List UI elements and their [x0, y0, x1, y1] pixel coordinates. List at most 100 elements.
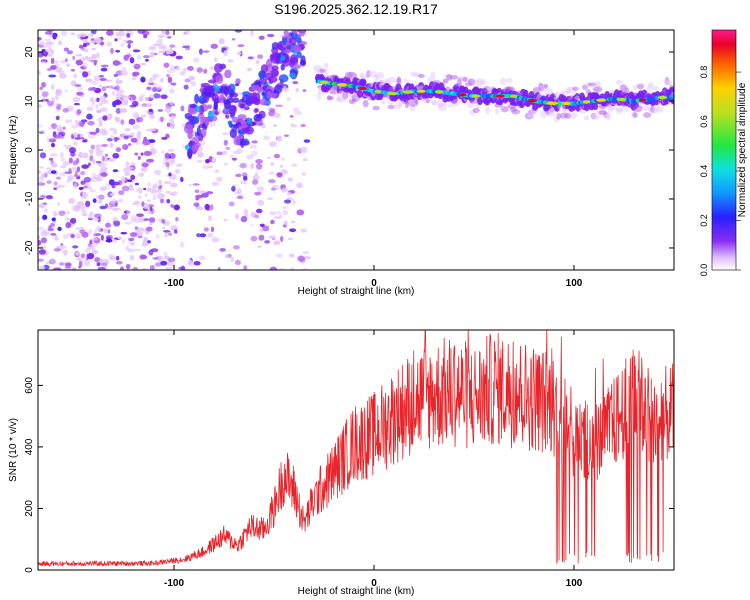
noise-speck	[143, 34, 148, 39]
noise-speck	[210, 226, 215, 233]
noise-speck	[72, 96, 81, 103]
noise-speck	[53, 134, 61, 139]
trace-blob	[290, 30, 300, 34]
noise-speck	[140, 62, 147, 66]
trace-blob	[266, 90, 272, 100]
colorbar-gradient	[711, 29, 737, 271]
carrier-halo	[655, 106, 664, 113]
noise-speck	[140, 168, 146, 172]
noise-speck	[205, 159, 210, 164]
noise-speck	[166, 198, 171, 204]
noise-speck	[92, 159, 96, 165]
noise-speck	[236, 195, 244, 200]
noise-speck	[72, 141, 78, 146]
noise-speck	[115, 32, 123, 37]
noise-speck	[73, 102, 80, 106]
noise-speck	[129, 241, 136, 246]
snr-series-line	[38, 330, 674, 567]
noise-speck	[117, 236, 123, 240]
noise-speck	[123, 99, 129, 105]
noise-speck	[44, 231, 50, 236]
noise-speck	[64, 171, 72, 175]
noise-speck	[70, 68, 75, 72]
noise-speck	[129, 57, 135, 64]
noise-speck	[218, 38, 225, 45]
noise-speck	[134, 227, 141, 233]
noise-speck	[148, 45, 157, 51]
noise-speck	[96, 262, 101, 267]
noise-speck	[81, 209, 87, 214]
trace-blob	[247, 117, 252, 125]
noise-speck	[45, 195, 54, 200]
noise-speck	[149, 77, 154, 84]
noise-speck	[58, 40, 62, 46]
carrier-halo	[615, 106, 625, 112]
noise-speck	[164, 107, 172, 113]
x-tick-label: 0	[371, 578, 377, 589]
noise-speck	[152, 184, 158, 189]
noise-speck	[104, 183, 111, 190]
noise-speck	[166, 74, 170, 78]
carrier-halo	[359, 74, 369, 80]
carrier-band	[583, 103, 590, 112]
noise-speck	[247, 56, 254, 60]
noise-speck	[160, 77, 164, 83]
noise-speck	[184, 30, 190, 35]
noise-speck	[214, 169, 220, 173]
carrier-halo	[500, 106, 509, 113]
snr-x-ticks: -100 0 100	[164, 330, 583, 589]
noise-speck	[129, 232, 138, 237]
noise-speck	[190, 80, 197, 87]
noise-speck	[295, 88, 299, 93]
noise-speck	[100, 166, 108, 173]
noise-speck	[63, 47, 69, 52]
noise-speck	[79, 206, 85, 211]
noise-speck	[108, 158, 115, 162]
trace-blob	[194, 93, 200, 104]
noise-speck	[180, 105, 185, 112]
noise-speck	[170, 82, 177, 86]
noise-speck	[136, 213, 144, 217]
noise-speck	[257, 54, 264, 59]
trace-blob	[214, 110, 219, 116]
carrier-band	[360, 78, 367, 87]
noise-speck	[112, 169, 119, 173]
trace-blob	[268, 76, 278, 83]
noise-speck	[90, 30, 97, 35]
noise-speck	[166, 36, 172, 39]
noise-speck	[143, 236, 148, 243]
noise-speck	[287, 237, 293, 241]
noise-speck	[55, 176, 62, 180]
noise-speck	[66, 50, 74, 55]
noise-speck	[108, 253, 115, 258]
noise-speck	[270, 162, 275, 167]
noise-speck	[303, 139, 311, 143]
noise-speck	[231, 157, 237, 161]
carrier-halo	[506, 77, 513, 83]
noise-speck	[101, 144, 109, 147]
noise-speck	[124, 128, 132, 131]
noise-speck	[122, 144, 129, 151]
noise-speck	[38, 36, 42, 41]
carrier-peak	[459, 93, 467, 97]
noise-speck	[52, 34, 57, 40]
noise-speck	[207, 165, 213, 169]
noise-speck	[136, 116, 144, 123]
noise-speck	[90, 176, 98, 183]
noise-speck	[141, 103, 148, 107]
noise-speck	[273, 153, 281, 159]
noise-speck	[129, 132, 135, 137]
noise-speck	[250, 235, 258, 242]
noise-speck	[89, 239, 93, 246]
noise-speck	[125, 161, 130, 168]
trace-blob	[289, 36, 297, 46]
noise-speck	[281, 206, 288, 209]
carrier-halo	[647, 82, 654, 88]
colorbar-label: Normalized spectral amplitude	[737, 82, 748, 217]
noise-speck	[142, 139, 151, 146]
noise-speck	[38, 265, 46, 270]
carrier-core	[670, 94, 674, 99]
noise-speck	[232, 38, 236, 41]
noise-speck	[87, 162, 92, 167]
noise-speck	[68, 198, 75, 204]
